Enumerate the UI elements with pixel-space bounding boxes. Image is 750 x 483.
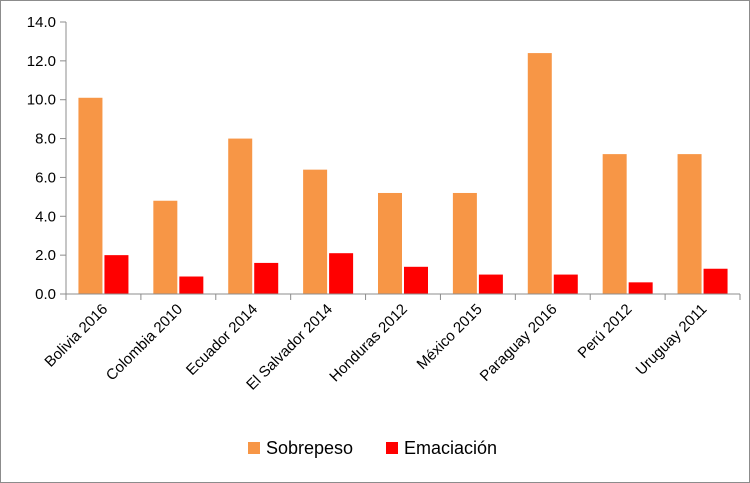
x-tick-label: Paraguay 2016 (477, 301, 561, 385)
bar-emaciacion (329, 253, 354, 294)
x-tick-label: Colombia 2010 (103, 301, 186, 384)
legend-label-emaciacion: Emaciación (404, 438, 497, 458)
bar-emaciacion (179, 276, 204, 294)
bar-sobrepeso (527, 53, 552, 295)
y-axis: 0.0 2.0 4.0 6.0 8.0 10.0 12.0 14.0 (27, 14, 67, 303)
bar-sobrepeso (452, 192, 477, 294)
y-tick-label: 10.0 (27, 92, 56, 109)
legend-label-sobrepeso: Sobrepeso (266, 438, 353, 458)
x-tick-label: Uruguay 2011 (633, 301, 711, 379)
bar-sobrepeso (153, 200, 178, 294)
y-tick-label: 4.0 (35, 208, 56, 225)
y-tick-label: 14.0 (27, 14, 56, 31)
bar-sobrepeso (303, 169, 328, 294)
bar-sobrepeso (378, 192, 402, 294)
y-tick-label: 12.0 (27, 53, 56, 70)
bar-sobrepeso (78, 97, 103, 295)
legend: Sobrepeso Emaciación (248, 438, 497, 458)
bar-emaciacion (628, 282, 653, 294)
x-tick-label: Perú 2012 (575, 301, 636, 362)
y-tick-label: 2.0 (35, 247, 56, 264)
x-tick-label: Bolivia 2016 (41, 301, 111, 371)
bar-sobrepeso (677, 154, 702, 294)
bar-emaciacion (404, 266, 428, 294)
bar-sobrepeso (228, 138, 253, 294)
legend-swatch-emaciacion (386, 442, 398, 454)
bar-emaciacion (478, 274, 503, 294)
x-tick-label: Ecuador 2014 (183, 301, 261, 379)
x-tick-label: Honduras 2012 (326, 301, 411, 386)
y-tick-label: 6.0 (35, 169, 56, 186)
x-tick-label: México 2015 (414, 301, 486, 373)
bar-emaciacion (703, 268, 728, 294)
legend-swatch-sobrepeso (248, 442, 260, 454)
bar-sobrepeso (602, 154, 627, 294)
bar-emaciacion (254, 262, 279, 294)
y-tick-label: 8.0 (35, 131, 56, 148)
bar-emaciacion (104, 255, 129, 294)
y-tick-label: 0.0 (35, 286, 56, 303)
bar-emaciacion (553, 274, 578, 294)
bars (78, 53, 728, 295)
